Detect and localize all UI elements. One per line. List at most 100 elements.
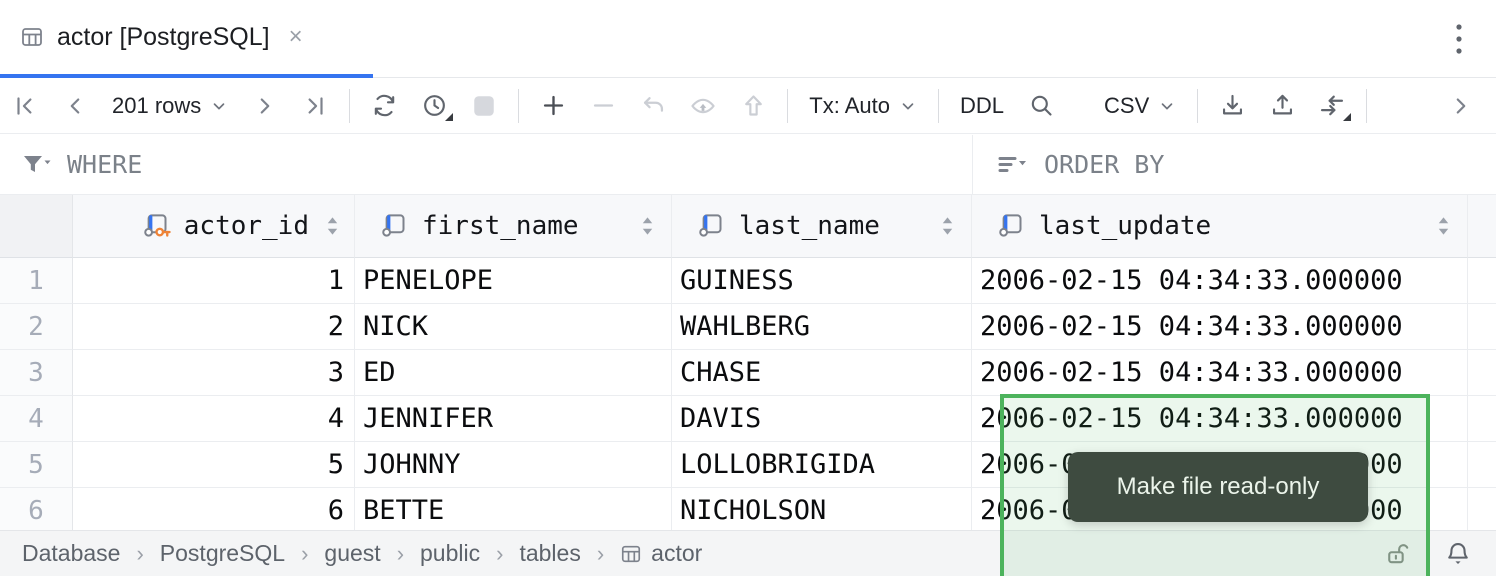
tab-actor-postgresql[interactable]: actor [PostgreSQL] ×: [0, 0, 323, 74]
row-number[interactable]: 3: [0, 350, 73, 396]
data-transfer-icon[interactable]: [1307, 85, 1357, 127]
cell-last-name[interactable]: LOLLOBRIGIDA: [672, 442, 972, 488]
auto-refresh-icon[interactable]: [409, 85, 459, 127]
breadcrumb-item-guest[interactable]: guest: [324, 540, 381, 566]
cell-last-name[interactable]: DAVIS: [672, 396, 972, 442]
delete-row-icon: [578, 85, 628, 127]
tab-bar: actor [PostgreSQL] ×: [0, 0, 1496, 78]
sort-toggle-icon[interactable]: [940, 215, 955, 237]
more-options-kebab-icon[interactable]: [1444, 22, 1474, 56]
cell-actor-id[interactable]: 6: [73, 488, 355, 534]
import-data-icon[interactable]: [1207, 85, 1257, 127]
grid-toolbar: 201 rows: [0, 78, 1496, 134]
filter-divider: [972, 135, 973, 194]
next-page-button[interactable]: [240, 85, 290, 127]
primary-key-column-icon: [144, 214, 171, 237]
chevron-down-icon: [902, 102, 914, 109]
export-data-icon[interactable]: [1257, 85, 1307, 127]
cell-first-name[interactable]: BETTE: [355, 488, 672, 534]
status-bar: Database › PostgreSQL › guest › public ›…: [0, 530, 1496, 576]
breadcrumb-separator: ›: [496, 540, 504, 566]
row-filler: [1468, 258, 1496, 304]
order-by-label: ORDER BY: [1044, 150, 1165, 179]
row-filler: [1468, 442, 1496, 488]
unlock-icon[interactable]: [1380, 536, 1416, 572]
column-icon: [699, 214, 722, 237]
previous-page-button[interactable]: [50, 85, 100, 127]
chevron-down-icon: [1161, 102, 1173, 109]
table-row: 3 3 ED CHASE 2006-02-15 04:34:33.000000: [0, 350, 1496, 396]
export-format-dropdown[interactable]: CSV: [1092, 85, 1188, 127]
filter-icon: [24, 155, 51, 172]
breadcrumb-item-postgresql[interactable]: PostgreSQL: [159, 540, 286, 566]
cell-last-name[interactable]: WAHLBERG: [672, 304, 972, 350]
search-icon[interactable]: [1016, 85, 1066, 127]
column-header-last-update[interactable]: last_update: [972, 195, 1468, 258]
cell-last-name[interactable]: GUINESS: [672, 258, 972, 304]
column-header-first-name[interactable]: first_name: [355, 195, 672, 258]
dropdown-corner: [445, 112, 454, 121]
cell-first-name[interactable]: JOHNNY: [355, 442, 672, 488]
cell-last-name[interactable]: NICHOLSON: [672, 488, 972, 534]
notifications-bell-icon[interactable]: [1440, 536, 1476, 572]
row-number[interactable]: 4: [0, 396, 73, 442]
where-filter-input[interactable]: WHERE: [22, 135, 142, 194]
close-icon[interactable]: ×: [288, 23, 303, 50]
cell-first-name[interactable]: PENELOPE: [355, 258, 672, 304]
sort-toggle-icon[interactable]: [1436, 215, 1451, 237]
breadcrumb-item-public[interactable]: public: [420, 540, 481, 566]
breadcrumb-item-tables[interactable]: tables: [519, 540, 581, 566]
add-row-icon[interactable]: [528, 85, 578, 127]
row-filler: [1468, 396, 1496, 442]
tabbar-divider: [0, 77, 1496, 78]
cell-actor-id[interactable]: 1: [73, 258, 355, 304]
ddl-button[interactable]: DDL: [948, 85, 1016, 127]
column-icon: [999, 214, 1022, 237]
column-name: first_name: [422, 211, 579, 241]
cell-actor-id[interactable]: 2: [73, 304, 355, 350]
gutter-header[interactable]: [0, 195, 73, 258]
last-page-button[interactable]: [290, 85, 340, 127]
page-size-dropdown[interactable]: 201 rows: [100, 85, 240, 127]
tx-mode-label: Tx: Auto: [809, 92, 890, 118]
refresh-icon[interactable]: [359, 85, 409, 127]
cell-actor-id[interactable]: 4: [73, 396, 355, 442]
cell-last-update[interactable]: 2006-02-15 04:34:33.000000: [972, 350, 1468, 396]
breadcrumb-label: actor: [651, 540, 703, 566]
row-number[interactable]: 6: [0, 488, 73, 534]
row-number[interactable]: 2: [0, 304, 73, 350]
column-name: last_update: [1039, 211, 1212, 241]
toolbar-divider: [518, 88, 520, 123]
breadcrumb-separator: ›: [301, 540, 309, 566]
cell-first-name[interactable]: NICK: [355, 304, 672, 350]
column-header-actor-id[interactable]: actor_id: [73, 195, 355, 258]
cell-last-update[interactable]: 2006-02-15 04:34:33.000000: [972, 258, 1468, 304]
breadcrumb-item-database[interactable]: Database: [22, 540, 121, 566]
column-name: actor_id: [183, 211, 309, 241]
breadcrumb-item-actor[interactable]: actor: [620, 540, 702, 567]
cell-last-update[interactable]: 2006-02-15 04:34:33.000000: [972, 304, 1468, 350]
cell-actor-id[interactable]: 5: [73, 442, 355, 488]
row-number[interactable]: 1: [0, 258, 73, 304]
header-row: actor_id first_name: [0, 195, 1496, 258]
breadcrumb-separator: ›: [596, 540, 605, 566]
toolbar-divider: [787, 88, 789, 123]
cell-last-update[interactable]: 2006-02-15 04:34:33.000000: [972, 396, 1468, 442]
tx-mode-dropdown[interactable]: Tx: Auto: [797, 85, 929, 127]
filter-row: WHERE ORDER BY: [0, 135, 1496, 195]
cell-actor-id[interactable]: 3: [73, 350, 355, 396]
row-filler: [1468, 304, 1496, 350]
first-page-button[interactable]: [0, 85, 50, 127]
order-by-input[interactable]: ORDER BY: [997, 135, 1164, 194]
more-toolbar-icon[interactable]: [1436, 85, 1486, 127]
sort-toggle-icon[interactable]: [640, 215, 655, 237]
table-row: 4 4 JENNIFER DAVIS 2006-02-15 04:34:33.0…: [0, 396, 1496, 442]
cell-first-name[interactable]: JENNIFER: [355, 396, 672, 442]
cell-last-name[interactable]: CHASE: [672, 350, 972, 396]
sort-toggle-icon[interactable]: [325, 215, 340, 237]
row-number[interactable]: 5: [0, 442, 73, 488]
column-header-last-name[interactable]: last_name: [672, 195, 972, 258]
table-row: 1 1 PENELOPE GUINESS 2006-02-15 04:34:33…: [0, 258, 1496, 304]
cell-first-name[interactable]: ED: [355, 350, 672, 396]
